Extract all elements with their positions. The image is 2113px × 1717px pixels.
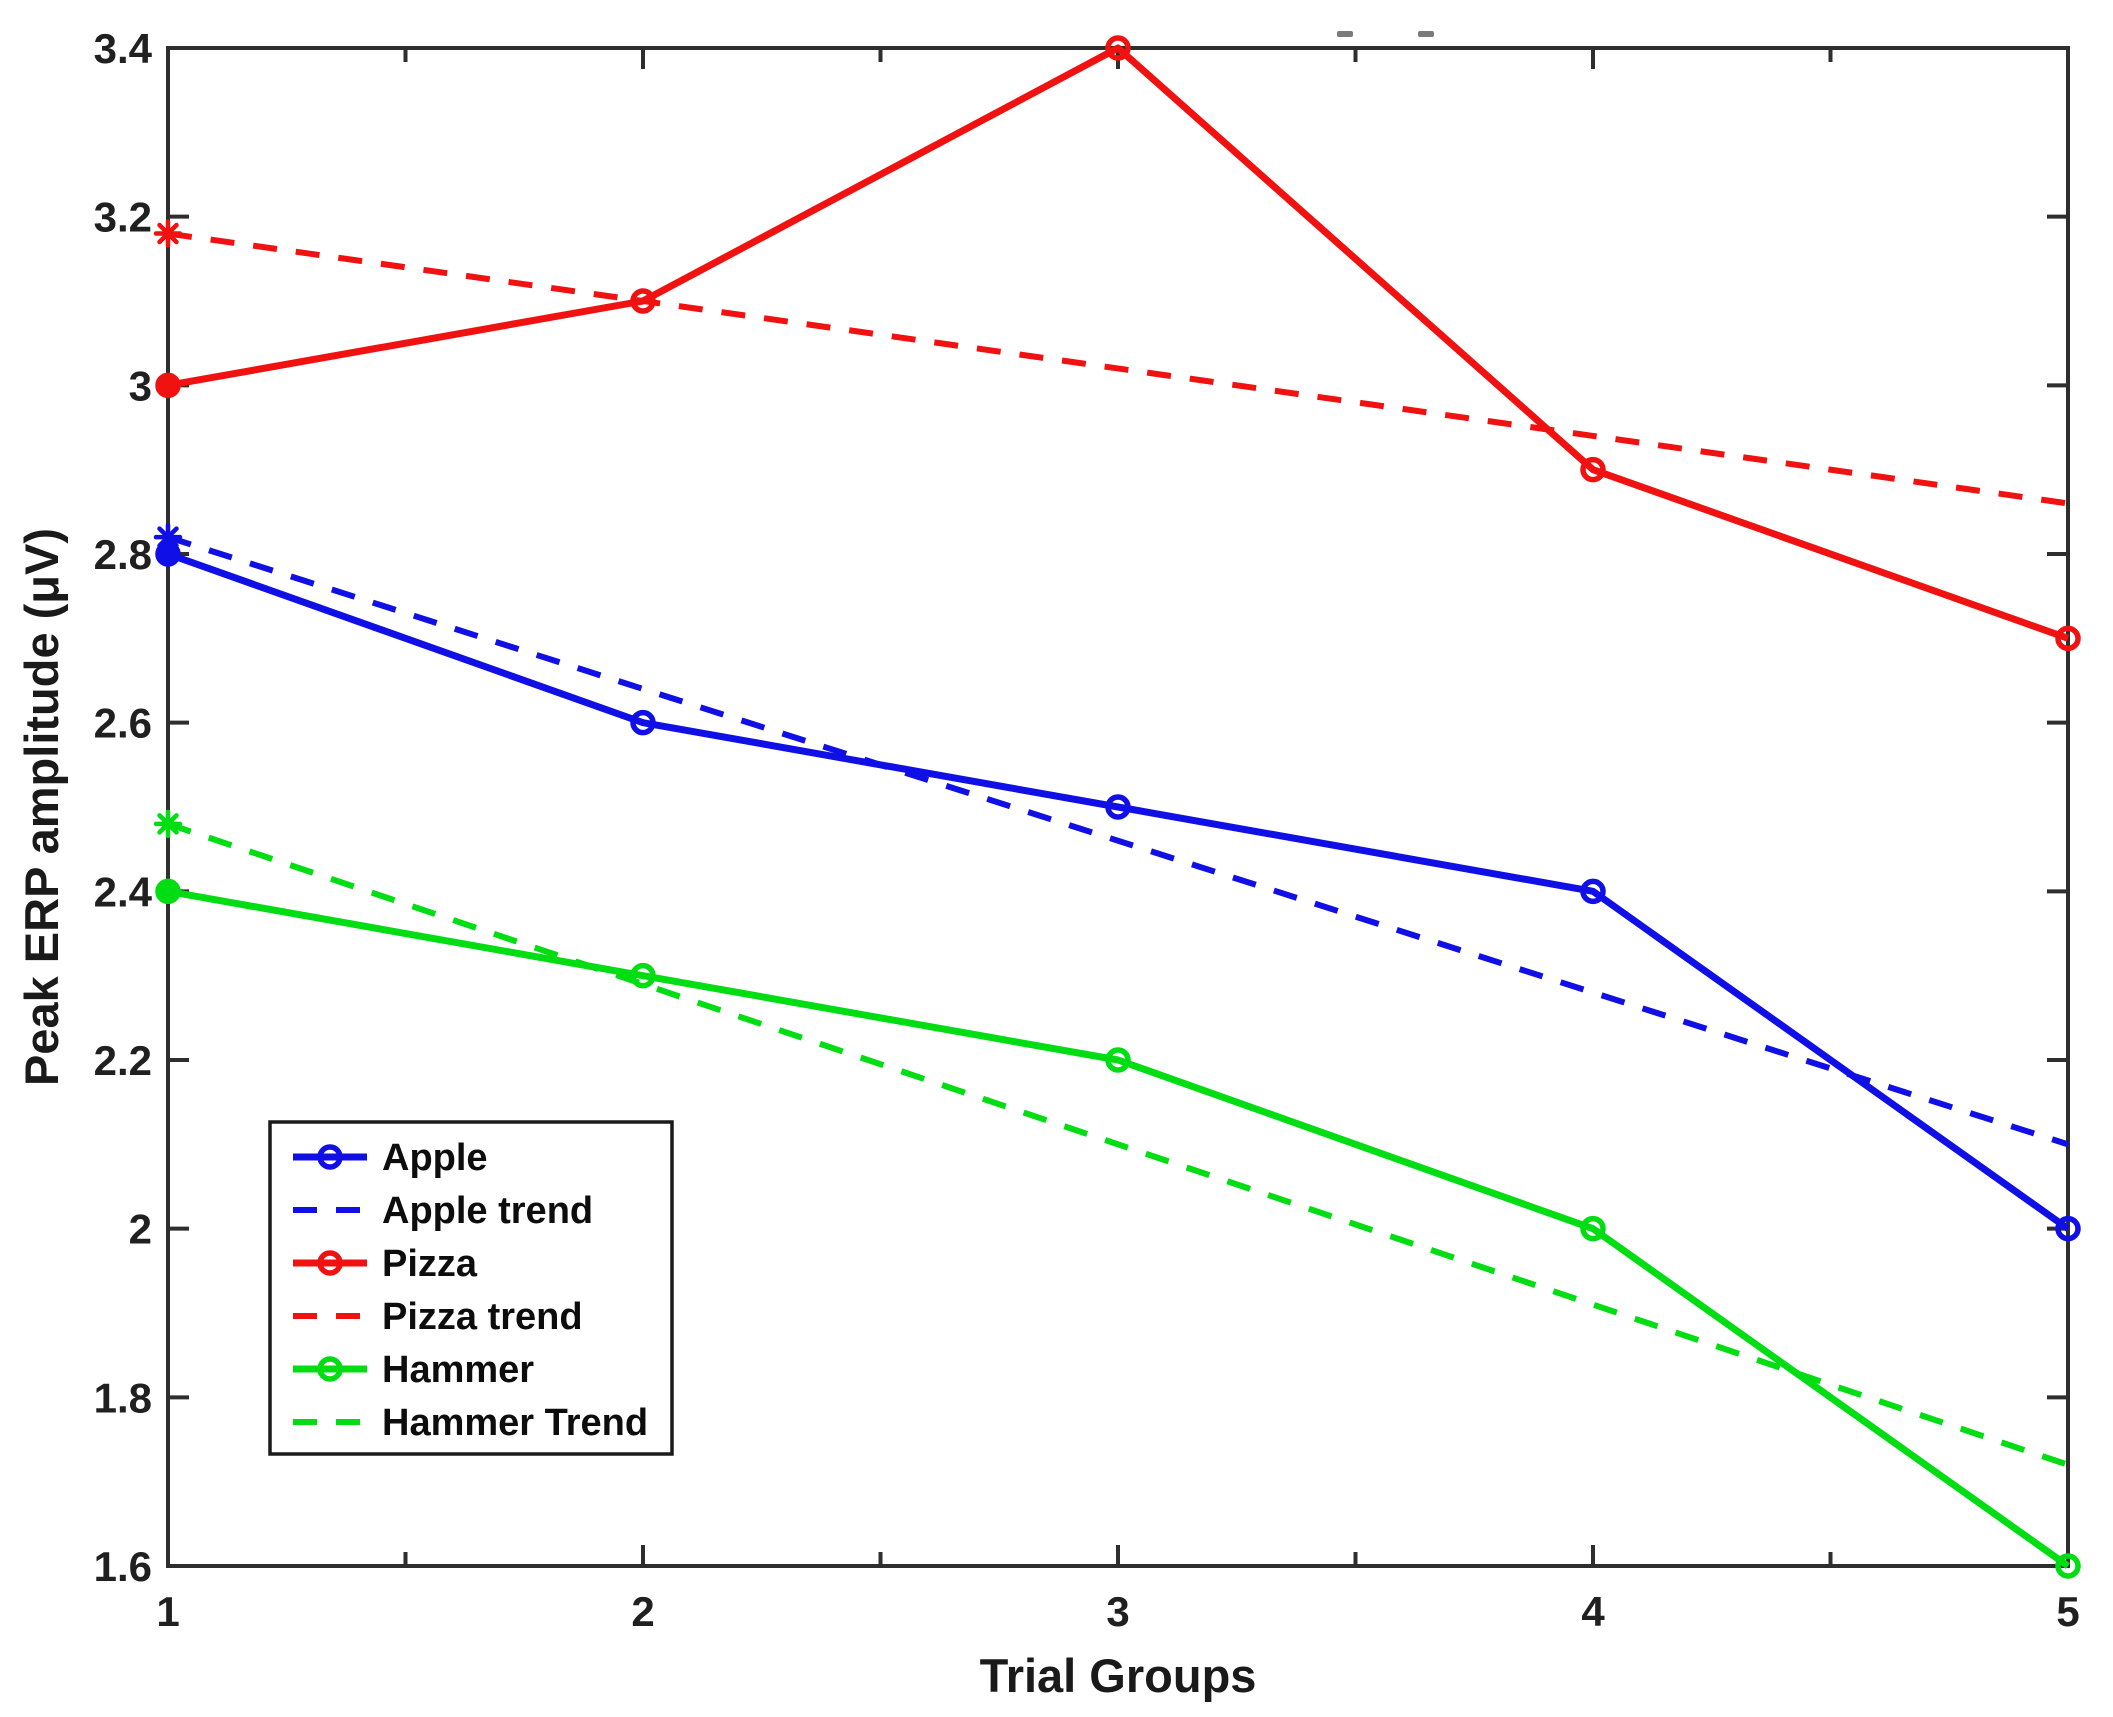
y-tick-label: 1.6 <box>94 1543 152 1590</box>
data-point-hammer <box>1105 1047 1131 1073</box>
data-point-apple <box>2055 1215 2081 1242</box>
y-tick-label: 3 <box>129 362 152 409</box>
legend-item-hammer-trend: Hammer Trend <box>293 1402 648 1444</box>
y-tick-label: 2.2 <box>94 1037 152 1084</box>
trend-start-marker-pizza-trend <box>153 219 183 248</box>
legend-item-pizza: Pizza <box>293 1243 478 1285</box>
y-tick-label: 2 <box>129 1206 152 1253</box>
legend-sample-marker <box>317 1250 343 1276</box>
stray-dash-mark <box>1337 31 1353 37</box>
y-axis-label: Peak ERP amplitude (μV) <box>15 528 68 1086</box>
data-point-hammer <box>155 878 181 905</box>
y-tick-label: 1.8 <box>94 1374 152 1421</box>
legend-item-label: Apple <box>382 1137 488 1179</box>
x-tick-label: 3 <box>1106 1588 1129 1635</box>
legend-frame <box>268 1120 674 1456</box>
data-point-apple <box>1105 794 1131 820</box>
legend-item-apple-trend: Apple trend <box>293 1190 593 1232</box>
data-point-pizza <box>2055 625 2081 652</box>
series-line-apple <box>166 550 2071 1232</box>
x-tick-label: 4 <box>1581 1588 1605 1635</box>
legend-item-hammer: Hammer <box>293 1349 534 1391</box>
legend-sample-marker <box>317 1356 343 1382</box>
legend-box: Apple Apple trend Pizza Pizza trend Hammer Ha… <box>268 1120 674 1456</box>
x-tick-label: 1 <box>156 1588 179 1635</box>
x-axis-label: Trial Groups <box>980 1649 1257 1702</box>
data-point-pizza <box>155 372 181 399</box>
series-line-hammer-trend <box>167 821 2069 1468</box>
series-line-pizza <box>167 44 2070 642</box>
series-line-hammer <box>167 887 2071 1569</box>
trend-start-marker-apple-trend <box>153 522 183 552</box>
series-layer <box>153 35 2081 1579</box>
legend-item-label: Hammer <box>382 1349 534 1391</box>
series-line-apple-trend <box>167 534 2069 1148</box>
legend-item-apple: Apple <box>293 1137 488 1179</box>
data-point-hammer <box>630 962 656 989</box>
trend-start-marker-hammer-trend <box>153 809 183 839</box>
data-point-apple <box>1580 878 1606 905</box>
legend-item-label: Pizza <box>382 1243 478 1285</box>
data-point-pizza <box>1105 35 1131 61</box>
x-tick-label: 2 <box>631 1588 654 1635</box>
y-tick-label: 3.2 <box>94 194 152 241</box>
stray-marks <box>1337 31 1434 37</box>
y-tick-label: 2.6 <box>94 700 152 747</box>
legend-item-label: Apple trend <box>382 1190 593 1232</box>
series-line-pizza-trend <box>167 230 2069 507</box>
legend-item-pizza-trend: Pizza trend <box>293 1296 583 1338</box>
data-point-hammer <box>1580 1215 1606 1242</box>
x-tick-label: 5 <box>2056 1588 2079 1635</box>
data-point-hammer <box>2055 1553 2081 1579</box>
data-point-apple <box>630 709 656 736</box>
y-tick-label: 3.4 <box>94 25 153 72</box>
data-point-pizza <box>1580 456 1606 483</box>
legend-item-label: Hammer Trend <box>382 1402 648 1444</box>
legend-sample-marker <box>317 1144 343 1170</box>
y-tick-label: 2.4 <box>94 868 153 915</box>
stray-dash-mark <box>1418 31 1434 37</box>
y-tick-label: 2.8 <box>94 531 152 578</box>
legend-item-label: Pizza trend <box>382 1296 583 1338</box>
axes-layer: 1 2 3 4 5 1.6 1.8 2 2.2 2.4 2.6 2.8 3 3.2 3.4 <box>94 25 2080 1635</box>
